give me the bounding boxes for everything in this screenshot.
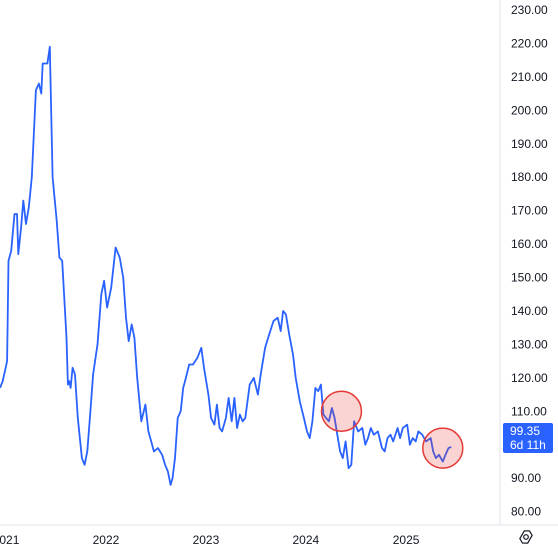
y-tick-label: 190.00: [511, 137, 548, 151]
y-tick-label: 220.00: [511, 36, 548, 50]
x-tick-label: 2025: [393, 533, 420, 547]
y-tick-label: 200.00: [511, 103, 548, 117]
y-tick-label: 140.00: [511, 304, 548, 318]
x-tick-label: 2024: [293, 533, 320, 547]
y-tick-label: 170.00: [511, 204, 548, 218]
x-tick-label: 2023: [193, 533, 220, 547]
y-tick-label: 90.00: [511, 471, 541, 485]
y-tick-label: 80.00: [511, 505, 541, 519]
bar-countdown: 6d 11h: [510, 438, 546, 452]
y-tick-label: 130.00: [511, 337, 548, 351]
y-tick-label: 210.00: [511, 70, 548, 84]
y-tick-label: 160.00: [511, 237, 548, 251]
gear-icon[interactable]: [518, 529, 534, 545]
x-axis-ticks: 2021 2022 2023 2024 2025: [0, 533, 420, 547]
last-price-value: 99.35: [510, 424, 541, 438]
y-tick-label: 110.00: [511, 404, 547, 418]
last-price-badge: 99.35 6d 11h: [503, 423, 553, 453]
x-tick-label: 2021: [0, 533, 20, 547]
y-tick-label: 180.00: [511, 170, 548, 184]
y-tick-label: 150.00: [511, 271, 548, 285]
x-tick-label: 2022: [93, 533, 120, 547]
y-tick-label: 230.00: [511, 3, 548, 17]
annotation-circle: [422, 427, 464, 469]
y-tick-label: 120.00: [511, 371, 548, 385]
annotation-circle: [320, 390, 363, 433]
price-line: [0, 45, 452, 486]
annotation-circles: [320, 390, 464, 469]
